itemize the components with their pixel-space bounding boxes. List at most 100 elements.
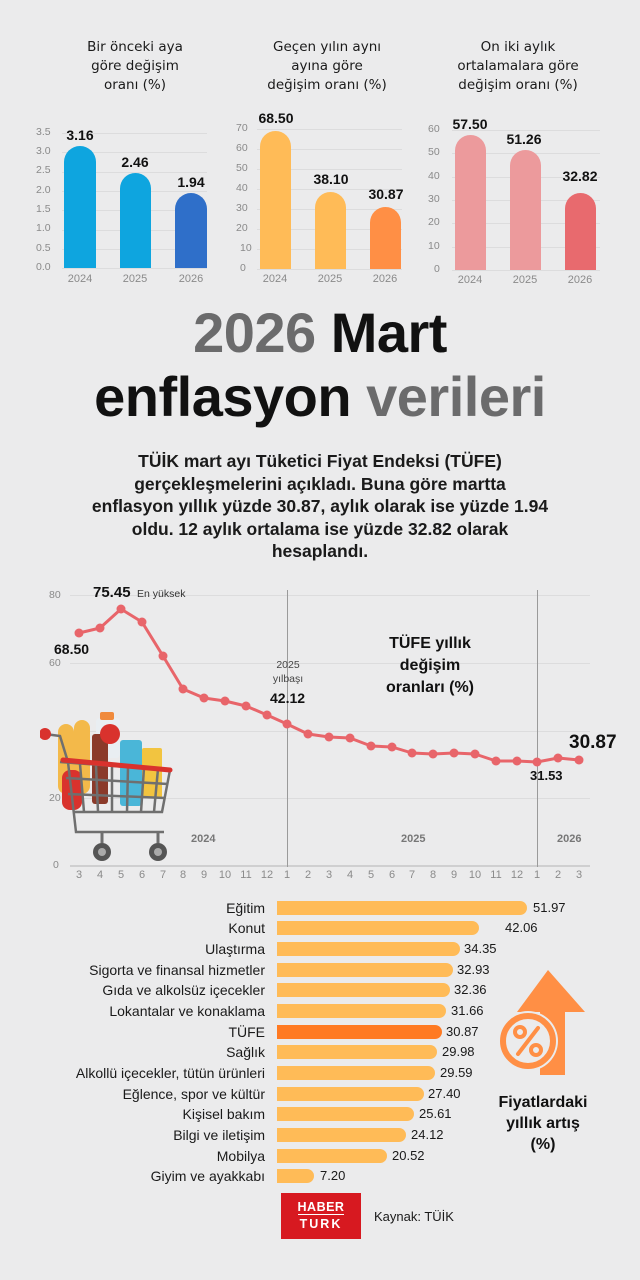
value-label: 51.26 — [506, 131, 542, 147]
shopping-cart-icon — [40, 712, 173, 861]
y-tick: 30 — [236, 202, 248, 214]
x-tick: 2 — [554, 869, 562, 881]
category-value: 27.40 — [428, 1086, 461, 1101]
x-tick: 2 — [304, 869, 312, 881]
y-tick: 10 — [428, 240, 440, 252]
year-separator-2025 — [287, 590, 288, 867]
x-label: 2025 — [122, 273, 148, 285]
y-tick: 1.0 — [36, 222, 51, 234]
x-tick: 3 — [75, 869, 83, 881]
gridline — [257, 269, 402, 270]
category-bar — [277, 1149, 387, 1163]
percent-up-arrow-icon — [498, 970, 585, 1075]
category-bar — [277, 983, 450, 997]
newyear-value: 42.12 — [270, 690, 306, 706]
category-bar — [277, 1066, 435, 1080]
title-line: (%) — [530, 1136, 556, 1153]
y-tick: 20 — [428, 216, 440, 228]
y-tick: 3.5 — [36, 126, 51, 138]
x-tick: 8 — [179, 869, 187, 881]
gridline — [257, 169, 402, 170]
x-tick: 12 — [510, 869, 524, 881]
y-tick: 3.0 — [36, 145, 51, 157]
x-tick: 5 — [117, 869, 125, 881]
y-tick: 80 — [49, 589, 61, 601]
x-tick: 7 — [159, 869, 167, 881]
category-value: 32.93 — [457, 962, 490, 977]
y-tick: 20 — [236, 222, 248, 234]
line-chart-title: TÜFE yıllık değişim oranları (%) — [360, 633, 500, 699]
category-bar — [277, 1045, 437, 1059]
title-line: değişim — [399, 657, 461, 674]
x-tick: 8 — [429, 869, 437, 881]
description-line: gerçekleşmelerini açıkladı. Buna göre ma… — [134, 473, 506, 494]
headline-word: enflasyon — [94, 365, 352, 428]
bar-2026 — [370, 207, 401, 269]
gridline — [452, 130, 600, 131]
y-tick: 0 — [434, 263, 440, 275]
x-label: 2024 — [457, 274, 483, 286]
peak-note: En yüksek — [137, 588, 186, 600]
title-line: Bir önceki aya — [87, 39, 183, 55]
y-tick: 0 — [240, 262, 246, 274]
category-label: Mobilya — [216, 1148, 265, 1164]
x-label: 2026 — [372, 273, 398, 285]
category-chart-title: Fiyatlardaki yıllık artış (%) — [478, 1092, 608, 1155]
category-label: Ulaştırma — [205, 941, 265, 957]
x-tick: 11 — [490, 869, 502, 881]
category-value: 7.20 — [320, 1168, 346, 1183]
category-label: TÜFE — [228, 1024, 265, 1040]
newyear-line: 2025 — [276, 659, 300, 671]
x-axis — [70, 865, 590, 867]
x-label: 2025 — [317, 273, 343, 285]
bar-2024 — [64, 146, 96, 268]
y-tick: 0.0 — [36, 261, 51, 273]
gridline — [62, 172, 207, 173]
category-bar-highlight — [277, 1025, 442, 1039]
x-tick: 12 — [260, 869, 274, 881]
bar-2026 — [565, 193, 596, 270]
title-line: değişim oranı (%) — [458, 77, 578, 93]
y-tick: 30 — [428, 193, 440, 205]
gridline — [62, 152, 207, 153]
x-label: 2024 — [67, 273, 93, 285]
title-line: göre değişim — [91, 58, 179, 74]
description: TÜİK mart ayı Tüketici Fiyat Endeksi (TÜ… — [30, 450, 610, 563]
category-bar — [277, 921, 479, 935]
x-tick: 9 — [200, 869, 208, 881]
category-label: Konut — [228, 920, 265, 936]
logo-line: TURK — [299, 1217, 343, 1231]
title-line: oranı (%) — [103, 77, 167, 93]
x-label: 2026 — [178, 273, 204, 285]
logo-line: HABER — [297, 1200, 345, 1215]
category-label: Gıda ve alkolsüz içecekler — [102, 982, 265, 998]
y-tick: 0 — [53, 859, 59, 871]
headline-month: Mart — [330, 301, 448, 364]
newyear-line: yılbaşı — [272, 673, 304, 685]
category-bar — [277, 963, 453, 977]
category-value: 25.61 — [419, 1106, 452, 1121]
value-label: 57.50 — [452, 116, 488, 132]
bar-2025 — [315, 192, 346, 269]
category-bar — [277, 1169, 314, 1183]
y-tick: 0.5 — [36, 242, 51, 254]
category-label: Lokantalar ve konaklama — [109, 1003, 265, 1019]
category-label: Bilgi ve iletişim — [173, 1127, 265, 1143]
category-label: Sigorta ve finansal hizmetler — [89, 962, 265, 978]
y-tick: 60 — [236, 142, 248, 154]
category-value: 51.97 — [533, 900, 566, 915]
category-bar — [277, 901, 527, 915]
gridline — [257, 129, 402, 130]
category-bar — [277, 1004, 446, 1018]
title-line: yıllık artış — [506, 1115, 580, 1132]
description-line: enflasyon yıllık yüzde 30.87, aylık olar… — [91, 496, 549, 516]
category-value: 42.06 — [505, 920, 538, 935]
year-label-2026: 2026 — [557, 833, 582, 845]
x-label: 2024 — [262, 273, 288, 285]
chart-title: Geçen yılın aynı ayına göre değişim oran… — [237, 38, 417, 95]
x-tick: 10 — [218, 869, 232, 881]
chart-title: On iki aylık ortalamalara göre değişim o… — [428, 38, 608, 95]
category-value: 31.66 — [451, 1003, 484, 1018]
bar-2025 — [510, 150, 541, 270]
y-tick: 40 — [428, 170, 440, 182]
